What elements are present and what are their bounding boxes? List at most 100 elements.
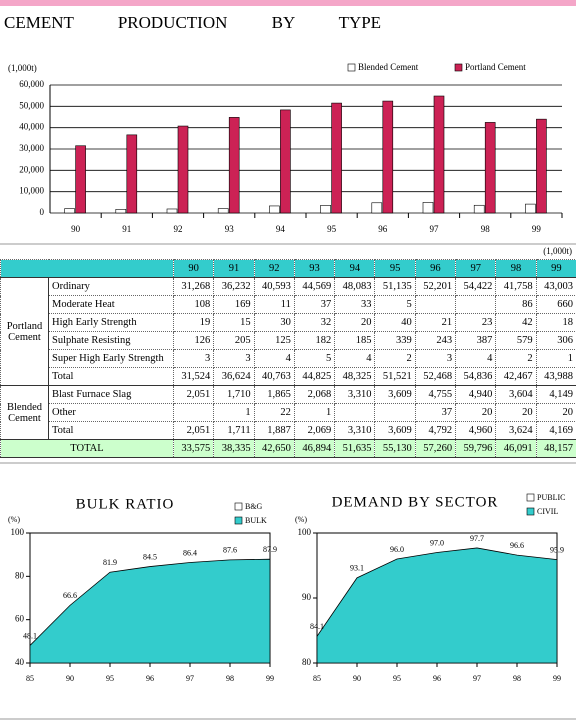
table-cell: 40,763	[253, 367, 295, 386]
table-cell: 40	[374, 313, 416, 332]
table-cell: 660	[535, 295, 576, 314]
table-cell: 30	[253, 313, 295, 332]
bar	[217, 208, 229, 214]
top-band	[0, 0, 576, 6]
y-tick-label: 30,000	[19, 143, 44, 153]
bar	[115, 209, 127, 214]
column-header: 94	[334, 259, 376, 278]
table-cell: 31,268	[172, 277, 215, 296]
bar	[433, 95, 445, 214]
table-cell: 86	[495, 295, 537, 314]
table-cell: 33	[334, 295, 376, 314]
table-cell: 19	[172, 313, 215, 332]
table-cell: 51,135	[374, 277, 416, 296]
table-cell: 125	[253, 331, 295, 350]
x-tick-label: 95	[106, 674, 114, 683]
area	[316, 547, 558, 664]
legend-swatch	[454, 63, 463, 72]
data-label: 96.0	[390, 545, 404, 554]
data-label: 87.9	[263, 545, 277, 554]
table-cell: 3,609	[374, 385, 416, 404]
empty-cell	[172, 403, 215, 422]
total-cell: 57,260	[414, 439, 457, 458]
x-tick-label: 95	[393, 674, 401, 683]
total-cell: 46,091	[495, 439, 537, 458]
table-cell: 1	[213, 403, 255, 422]
column-header: 91	[213, 259, 255, 278]
bar	[75, 145, 86, 214]
table-row: Blended Cement Blast Furnace Slag 2,051 1,7…	[0, 385, 576, 440]
table-cell: 20	[495, 403, 537, 422]
total-cell: 38,335	[213, 439, 255, 458]
data-label: 66.6	[63, 591, 77, 600]
table-cell: 43,988	[535, 367, 576, 386]
total-cell: 46,894	[293, 439, 336, 458]
x-tick-label: 98	[226, 674, 234, 683]
x-tick-label: 94	[276, 224, 286, 234]
table-cell: 37	[293, 295, 336, 314]
table-cell: 36,232	[213, 277, 255, 296]
bar	[484, 122, 496, 214]
table-cell: 306	[535, 331, 576, 350]
y-tick-label: 40,000	[19, 122, 44, 132]
x-tick-label: 96	[378, 224, 388, 234]
x-tick-label: 93	[225, 224, 235, 234]
table-cell: 2	[374, 349, 416, 368]
table-cell: 1,711	[213, 421, 255, 440]
y-tick-label: 10,000	[19, 186, 44, 196]
table-cell: 51,521	[374, 367, 416, 386]
table-cell: 185	[334, 331, 376, 350]
row-label: Moderate Heat	[48, 295, 174, 314]
table-cell: 2,068	[293, 385, 336, 404]
table-cell: 3	[213, 349, 255, 368]
table-row: Moderate Heat 108 169 11 37 33 5 86 660	[1, 295, 576, 314]
total-label: TOTAL	[0, 439, 174, 458]
row-label: Blast Furnace Slag	[48, 385, 174, 404]
legend-label: CIVIL	[537, 507, 558, 516]
table-cell: 32	[293, 313, 336, 332]
bar	[382, 100, 394, 214]
total-cell: 55,130	[374, 439, 416, 458]
table-cell: 44,825	[293, 367, 336, 386]
table-cell: 5	[374, 295, 416, 314]
x-tick-label: 95	[327, 224, 337, 234]
table-row: Super High Early Strength 3 3 4 5 4 2 3 4 2 1	[1, 349, 576, 368]
x-tick-label: 97	[186, 674, 194, 683]
table-cell: 2,051	[172, 385, 215, 404]
total-cell: 33,575	[172, 439, 215, 458]
table-cell: 3	[172, 349, 215, 368]
bar	[422, 202, 434, 214]
x-tick-label: 90	[66, 674, 74, 683]
column-header: 98	[495, 259, 537, 278]
bar	[166, 208, 178, 214]
column-header: 93	[293, 259, 336, 278]
row-label: Ordinary	[48, 277, 174, 296]
table-cell: 4,792	[414, 421, 457, 440]
table-cell: 15	[213, 313, 255, 332]
x-tick-label: 98	[513, 674, 521, 683]
x-tick-label: 98	[481, 224, 491, 234]
table-cell: 1	[293, 403, 336, 422]
table-cell: 23	[455, 313, 497, 332]
table-cell: 339	[374, 331, 416, 350]
y-axis-label: (%)	[8, 515, 20, 524]
row-label: Sulphate Resisting	[48, 331, 174, 350]
table-cell: 37	[414, 403, 457, 422]
chart-title: CEMENT PRODUCTION BY TYPE	[4, 13, 381, 32]
table-cell: 126	[172, 331, 215, 350]
table-cell: 1,865	[253, 385, 295, 404]
table-cell: 18	[535, 313, 576, 332]
row-label: High Early Strength	[48, 313, 174, 332]
table-cell: 1,887	[253, 421, 295, 440]
total-cell: 51,635	[334, 439, 376, 458]
table-cell: 4,940	[455, 385, 497, 404]
table-cell: 20	[455, 403, 497, 422]
empty-cell	[455, 295, 497, 314]
x-tick-label: 99	[266, 674, 274, 683]
legend-swatch	[234, 502, 243, 511]
table-cell: 3,609	[374, 421, 416, 440]
bar	[331, 102, 342, 214]
empty-cell	[334, 403, 376, 422]
y-tick-label: 40	[15, 657, 25, 667]
